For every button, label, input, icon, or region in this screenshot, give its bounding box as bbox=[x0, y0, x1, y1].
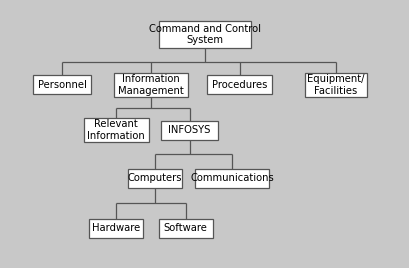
Text: Equipment/
Facilities: Equipment/ Facilities bbox=[306, 74, 364, 96]
FancyBboxPatch shape bbox=[89, 219, 143, 238]
FancyBboxPatch shape bbox=[83, 118, 149, 142]
FancyBboxPatch shape bbox=[160, 121, 218, 140]
FancyBboxPatch shape bbox=[158, 21, 251, 48]
FancyBboxPatch shape bbox=[304, 73, 366, 97]
Text: Relevant
Information: Relevant Information bbox=[87, 120, 145, 141]
Text: Personnel: Personnel bbox=[38, 80, 87, 90]
Text: Computers: Computers bbox=[127, 173, 182, 183]
FancyBboxPatch shape bbox=[195, 169, 268, 188]
FancyBboxPatch shape bbox=[158, 219, 212, 238]
FancyBboxPatch shape bbox=[114, 73, 187, 97]
Text: Software: Software bbox=[163, 224, 207, 233]
Text: Communications: Communications bbox=[190, 173, 273, 183]
Text: Procedures: Procedures bbox=[211, 80, 267, 90]
FancyBboxPatch shape bbox=[207, 75, 272, 94]
FancyBboxPatch shape bbox=[128, 169, 182, 188]
Text: INFOSYS: INFOSYS bbox=[168, 125, 210, 135]
Text: Command and Control
System: Command and Control System bbox=[148, 24, 261, 45]
FancyBboxPatch shape bbox=[34, 75, 91, 94]
Text: Information
Management: Information Management bbox=[118, 74, 184, 96]
Text: Hardware: Hardware bbox=[92, 224, 140, 233]
